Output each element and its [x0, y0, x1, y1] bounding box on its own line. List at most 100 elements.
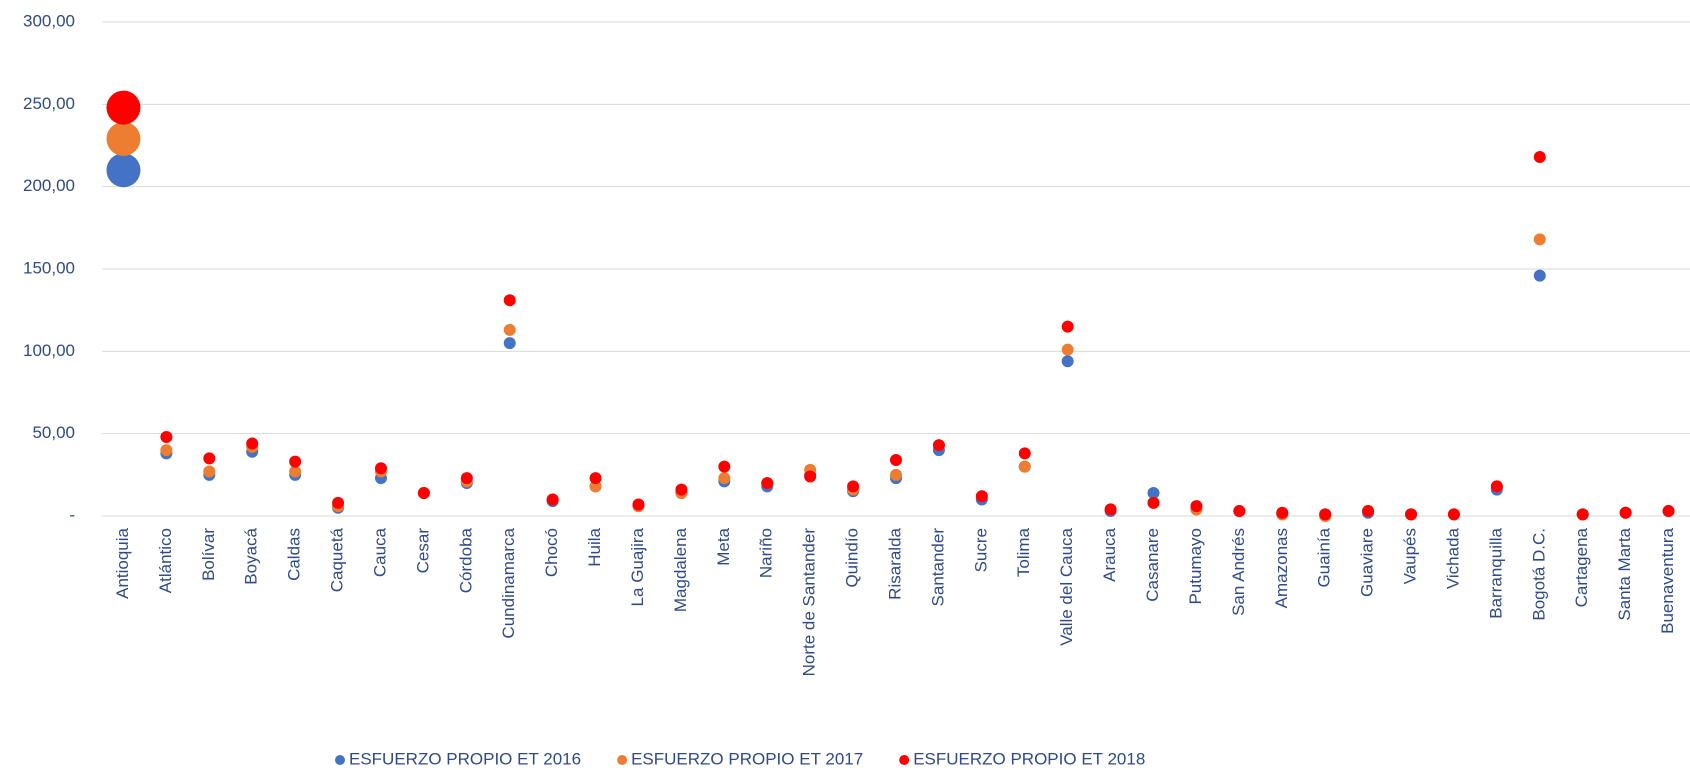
x-tick-label: Bogotá D.C.	[1529, 528, 1548, 621]
x-tick-label: San Andrés	[1229, 528, 1248, 616]
point	[417, 486, 430, 499]
x-tick-label: Huila	[585, 527, 604, 566]
x-tick-label: Santander	[928, 528, 947, 607]
x-tick-label: Quindío	[843, 528, 862, 588]
x-tick-label: Barranquilla	[1486, 527, 1505, 618]
x-tick-label: Magdalena	[671, 527, 690, 612]
x-tick-label: Atlántico	[156, 528, 175, 593]
point	[589, 472, 602, 485]
point	[1147, 496, 1160, 509]
point	[1018, 460, 1031, 473]
point	[1447, 508, 1460, 521]
point	[718, 460, 731, 473]
point	[1533, 269, 1546, 282]
point	[289, 455, 302, 468]
legend-label: ESFUERZO PROPIO ET 2017	[631, 749, 863, 768]
x-tick-label: Chocó	[542, 528, 561, 577]
x-tick-label: Caquetá	[328, 527, 347, 592]
x-tick-label: Vichada	[1443, 527, 1462, 589]
x-tick-label: Casanare	[1143, 528, 1162, 602]
point	[718, 472, 731, 485]
point	[1362, 505, 1375, 518]
x-tick-label: Tolima	[1014, 527, 1033, 577]
x-tick-label: Nariño	[757, 528, 776, 578]
x-tick-label: Cartagena	[1572, 527, 1591, 607]
point	[289, 465, 302, 478]
point	[1533, 233, 1546, 246]
legend-label: ESFUERZO PROPIO ET 2018	[913, 749, 1145, 768]
y-tick-label: -	[69, 505, 75, 524]
x-tick-label: Boyacá	[242, 527, 261, 584]
point	[1190, 500, 1203, 513]
point	[761, 477, 774, 490]
point	[1018, 447, 1031, 460]
point	[460, 472, 473, 485]
point	[332, 496, 345, 509]
point	[1061, 320, 1074, 333]
point	[1147, 486, 1160, 499]
y-tick-label: 300,00	[23, 11, 75, 30]
point	[546, 493, 559, 506]
y-tick-label: 50,00	[32, 423, 75, 442]
point	[1061, 355, 1074, 368]
point	[847, 480, 860, 493]
point	[503, 323, 516, 336]
x-tick-label: Bolívar	[199, 528, 218, 581]
point	[932, 439, 945, 452]
point	[106, 121, 141, 156]
point	[1061, 343, 1074, 356]
x-tick-label: Santa Marta	[1615, 527, 1634, 620]
y-tick-label: 150,00	[23, 258, 75, 277]
legend-label: ESFUERZO PROPIO ET 2016	[349, 749, 581, 768]
point	[1662, 505, 1675, 518]
point	[1233, 505, 1246, 518]
point	[503, 294, 516, 307]
x-tick-label: Norte de Santander	[800, 528, 819, 677]
x-tick-label: Córdoba	[456, 527, 475, 593]
point	[890, 468, 902, 481]
point	[1533, 151, 1546, 164]
x-tick-label: Vaupés	[1401, 528, 1420, 584]
x-tick-label: Putumayo	[1186, 528, 1205, 605]
point	[106, 90, 141, 125]
point	[246, 437, 259, 450]
x-tick-label: Cundinamarca	[499, 527, 518, 638]
x-tick-label: Meta	[714, 527, 733, 565]
point	[1490, 480, 1503, 493]
x-tick-label: Antioquia	[113, 527, 132, 598]
x-tick-label: Valle del Cauca	[1057, 527, 1076, 645]
point	[106, 153, 141, 188]
point	[804, 470, 817, 483]
point	[503, 337, 516, 350]
point	[374, 462, 387, 475]
x-tick-label: Cauca	[370, 527, 389, 577]
x-tick-label: Cesar	[413, 528, 432, 574]
point	[1276, 506, 1289, 519]
x-tick-label: La Guajira	[628, 527, 647, 606]
x-tick-label: Arauca	[1100, 527, 1119, 581]
point	[1405, 508, 1418, 521]
point	[1576, 508, 1589, 521]
point	[675, 483, 688, 496]
point	[203, 465, 216, 478]
y-tick-label: 250,00	[23, 94, 75, 113]
x-tick-label: Amazonas	[1272, 528, 1291, 608]
legend-marker	[617, 755, 628, 765]
legend-marker	[335, 755, 345, 765]
y-tick-label: 100,00	[23, 341, 75, 360]
x-tick-label: Buenaventura	[1658, 527, 1677, 633]
x-tick-label: Sucre	[971, 528, 990, 572]
legend-marker	[899, 755, 910, 765]
point	[1104, 503, 1117, 516]
point	[632, 498, 645, 511]
x-tick-label: Guainía	[1315, 527, 1334, 587]
point	[589, 480, 602, 493]
point	[975, 490, 988, 503]
point	[160, 430, 173, 443]
x-tick-label: Guaviare	[1358, 528, 1377, 597]
point	[890, 454, 902, 467]
point	[1619, 506, 1632, 519]
point	[203, 452, 216, 465]
